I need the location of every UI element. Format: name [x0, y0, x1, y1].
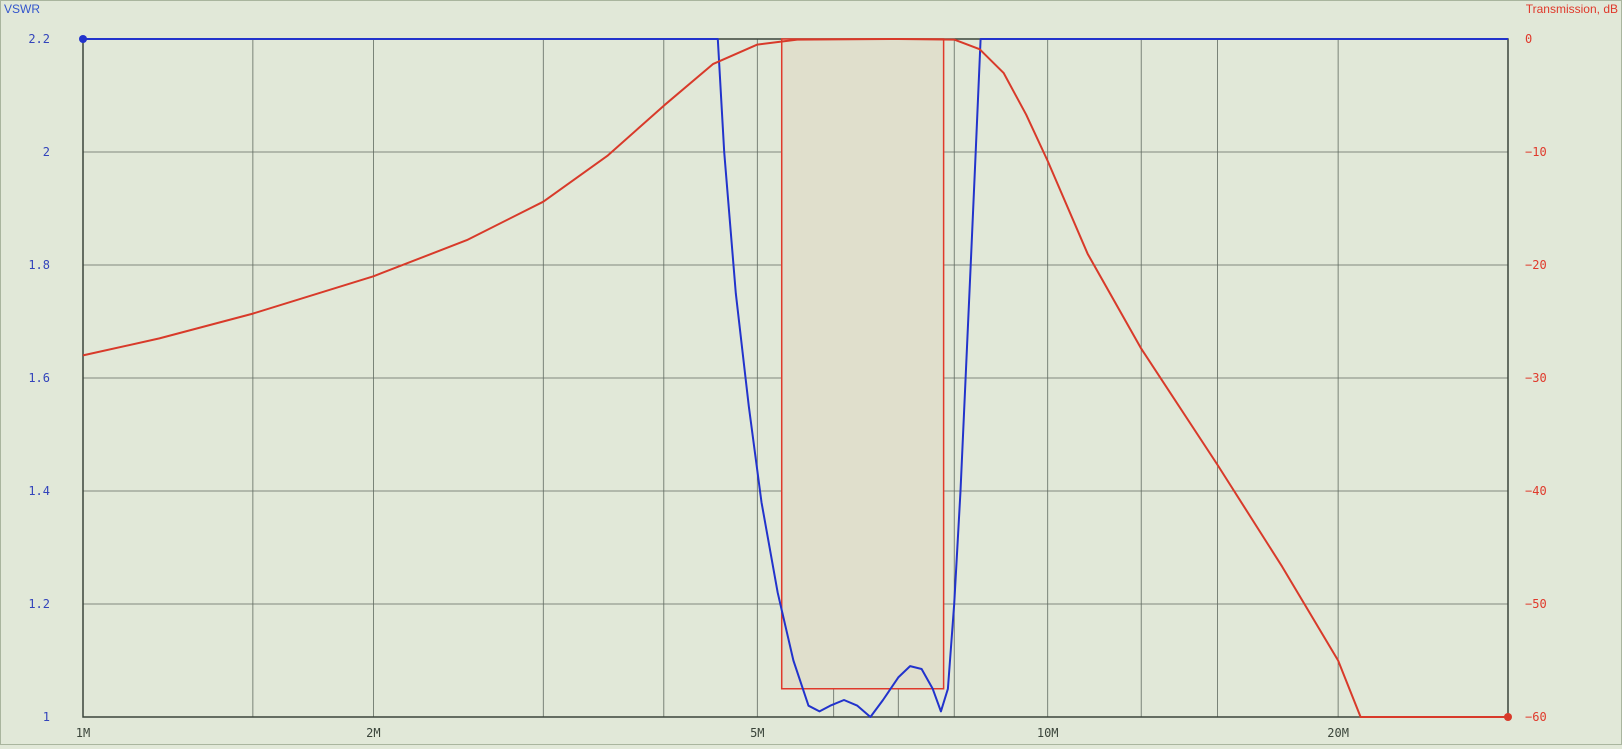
transmission-line: [82, 38, 1508, 718]
y-right-tick-label: −50: [1525, 597, 1547, 611]
x-tick-label: 20M: [1327, 726, 1349, 740]
y-right-tick-label: −40: [1525, 484, 1547, 498]
tick-labels: 1M 2M 5M 10M 20M 2.2 2 1.8 1.6 1.4 1.2 1 0 −10 −20 −30 −…: [28, 32, 1546, 740]
series-layer: [79, 35, 1512, 721]
passband-region: [780, 38, 945, 690]
vswr-marker: [79, 35, 87, 43]
right-axis-title: Transmission, dB: [1526, 2, 1618, 16]
y-right-tick-label: −20: [1525, 258, 1547, 272]
y-right-tick-label: −10: [1525, 145, 1547, 159]
left-axis-title: VSWR: [4, 2, 40, 16]
y-left-tick-label: 2: [43, 145, 50, 159]
x-tick-label: 10M: [1037, 726, 1059, 740]
x-tick-label: 2M: [366, 726, 380, 740]
transmission-marker: [1504, 713, 1512, 721]
vswr-line: [83, 38, 1508, 718]
y-left-tick-label: 1.2: [28, 597, 50, 611]
y-left-tick-label: 2.2: [28, 32, 50, 46]
y-left-tick-label: 1.6: [28, 371, 50, 385]
y-left-tick-label: 1.4: [28, 484, 50, 498]
x-tick-label: 5M: [750, 726, 764, 740]
y-right-tick-label: 0: [1525, 32, 1532, 46]
x-tick-label: 1M: [76, 726, 90, 740]
y-left-tick-label: 1.8: [28, 258, 50, 272]
y-right-tick-label: −60: [1525, 710, 1547, 724]
y-left-tick-label: 1: [43, 710, 50, 724]
y-right-tick-label: −30: [1525, 371, 1547, 385]
